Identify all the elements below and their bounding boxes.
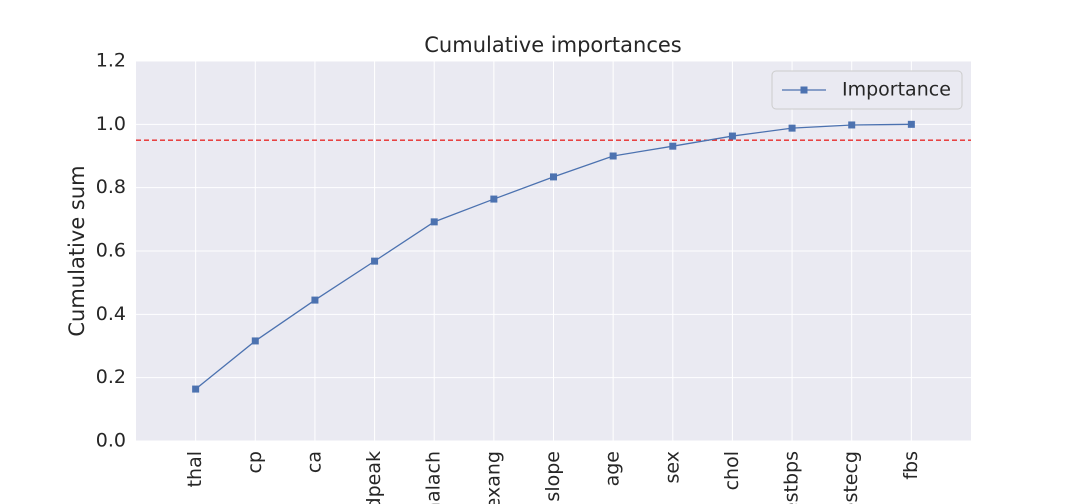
x-tick-label: age: [602, 451, 624, 486]
y-axis-label: Cumulative sum: [65, 165, 89, 336]
marker: [490, 195, 498, 203]
legend-marker: [800, 86, 808, 94]
marker: [848, 121, 856, 129]
x-tick-label: oldpeak: [363, 451, 385, 504]
x-tick-label: trestbps: [781, 451, 803, 504]
y-tick-label: 0.4: [96, 303, 126, 325]
marker: [430, 218, 438, 226]
x-tick-label: exang: [482, 451, 504, 504]
marker: [251, 337, 259, 345]
marker: [907, 120, 915, 128]
x-tick-label: restecg: [840, 451, 862, 504]
marker: [669, 142, 677, 150]
y-tick-label: 0.2: [96, 366, 126, 388]
chart-title: Cumulative importances: [424, 33, 681, 57]
marker: [788, 124, 796, 132]
marker: [371, 257, 379, 265]
marker: [550, 173, 557, 181]
x-tick-label: sex: [661, 451, 683, 484]
legend-label: Importance: [842, 79, 951, 101]
y-tick-label: 0.8: [96, 176, 126, 198]
marker: [192, 385, 200, 393]
marker: [609, 152, 617, 160]
x-tick-label: fbs: [900, 451, 922, 480]
x-tick-label: cp: [244, 451, 266, 474]
x-tick-label: slope: [542, 451, 564, 502]
y-tick-label: 0.6: [96, 240, 126, 262]
x-tick-label: ca: [303, 451, 325, 473]
x-tick-label: thalach: [423, 451, 445, 504]
y-tick-label: 1.0: [96, 113, 126, 135]
marker: [311, 296, 319, 304]
marker: [728, 132, 736, 140]
x-tick-label: thal: [184, 451, 206, 487]
y-tick-label: 1.2: [96, 50, 126, 72]
y-tick-label: 0.0: [96, 430, 126, 452]
x-tick-label: chol: [721, 451, 743, 490]
legend-box: [771, 70, 963, 110]
